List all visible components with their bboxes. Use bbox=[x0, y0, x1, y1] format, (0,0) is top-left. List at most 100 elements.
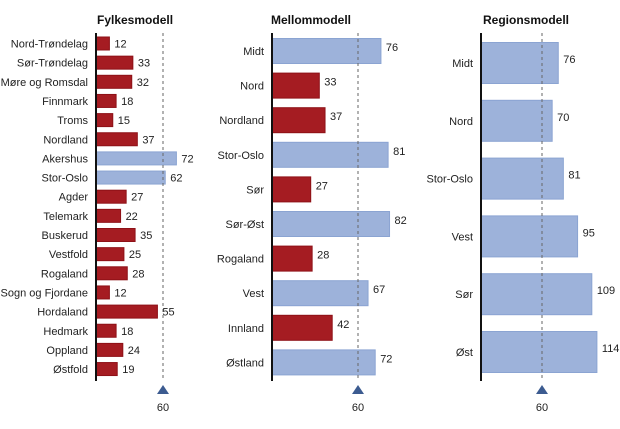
bar bbox=[480, 42, 559, 84]
bar bbox=[95, 247, 125, 262]
bar bbox=[95, 151, 177, 166]
bar bbox=[95, 208, 122, 223]
bar bbox=[95, 93, 117, 108]
value-label: 19 bbox=[122, 364, 134, 376]
bar bbox=[95, 342, 124, 357]
category-label: Vestfold bbox=[49, 249, 88, 261]
category-label: Troms bbox=[57, 115, 88, 127]
value-label: 24 bbox=[128, 345, 140, 357]
category-label: Sør bbox=[455, 289, 473, 301]
category-label: Nord bbox=[240, 81, 264, 93]
bar bbox=[95, 132, 138, 147]
value-label: 114 bbox=[602, 343, 620, 355]
bar bbox=[95, 304, 158, 319]
bar bbox=[480, 331, 598, 373]
bar bbox=[95, 36, 110, 51]
category-label: Nordland bbox=[43, 134, 88, 146]
reference-marker-triangle-icon bbox=[352, 385, 364, 394]
value-label: 18 bbox=[121, 96, 133, 108]
bar bbox=[271, 72, 320, 99]
category-label: Stor-Oslo bbox=[42, 173, 88, 185]
category-label: Midt bbox=[452, 58, 473, 70]
value-label: 81 bbox=[568, 170, 580, 182]
category-label: Øst bbox=[456, 347, 473, 359]
value-label: 109 bbox=[597, 285, 615, 297]
category-label: Oppland bbox=[46, 345, 88, 357]
category-label: Telemark bbox=[43, 211, 88, 223]
bar bbox=[271, 314, 333, 341]
category-label: Sogn og Fjordane bbox=[1, 287, 88, 299]
category-label: Østfold bbox=[53, 364, 88, 376]
category-label: Rogaland bbox=[217, 254, 264, 266]
value-label: 18 bbox=[121, 326, 133, 338]
category-label: Sør-Trøndelag bbox=[17, 58, 88, 70]
value-label: 28 bbox=[132, 268, 144, 280]
value-label: 62 bbox=[170, 173, 182, 185]
category-label: Finnmark bbox=[42, 96, 88, 108]
bar bbox=[480, 99, 553, 142]
category-label: Sør bbox=[246, 184, 264, 196]
bar bbox=[95, 266, 128, 281]
category-label: Nord bbox=[449, 116, 473, 128]
reference-label: 60 bbox=[352, 402, 364, 414]
category-label: Innland bbox=[228, 323, 264, 335]
category-label: Buskerud bbox=[42, 230, 88, 242]
bar bbox=[480, 157, 564, 200]
value-label: 22 bbox=[126, 211, 138, 223]
reference-marker-triangle-icon bbox=[536, 385, 548, 394]
value-label: 70 bbox=[557, 112, 569, 124]
value-label: 76 bbox=[563, 54, 575, 66]
bar bbox=[271, 141, 389, 168]
value-label: 27 bbox=[316, 180, 328, 192]
bar bbox=[480, 273, 593, 316]
category-label: Sør-Øst bbox=[226, 219, 265, 231]
bar bbox=[271, 38, 382, 64]
value-label: 37 bbox=[142, 134, 154, 146]
value-label: 35 bbox=[140, 230, 152, 242]
value-label: 72 bbox=[181, 153, 193, 165]
value-label: 42 bbox=[337, 319, 349, 331]
value-label: 95 bbox=[583, 227, 595, 239]
category-label: Stor-Oslo bbox=[218, 150, 264, 162]
bar bbox=[95, 323, 117, 338]
bar bbox=[95, 74, 133, 89]
value-label: 33 bbox=[324, 77, 336, 89]
value-label: 28 bbox=[317, 250, 329, 262]
bar bbox=[95, 55, 134, 70]
panel-title: Fylkesmodell bbox=[97, 13, 173, 27]
bar bbox=[95, 189, 127, 204]
category-label: Nordland bbox=[219, 115, 264, 127]
value-label: 12 bbox=[114, 39, 126, 51]
panel-fylkesmodell: Fylkesmodell Nord-Trøndelag 12 Sør-Trøndela… bbox=[1, 13, 194, 414]
value-label: 27 bbox=[131, 192, 143, 204]
reference-marker-triangle-icon bbox=[157, 385, 169, 394]
category-label: Rogaland bbox=[41, 268, 88, 280]
category-label: Hordaland bbox=[37, 307, 88, 319]
bar bbox=[271, 280, 369, 307]
bar bbox=[480, 215, 579, 258]
value-label: 15 bbox=[118, 115, 130, 127]
panel-regionsmodell: Regionsmodell Midt 76 Nord 70 Stor-Oslo 81 Vest… bbox=[427, 13, 620, 414]
value-label: 82 bbox=[395, 215, 407, 227]
bar bbox=[95, 228, 136, 242]
bar bbox=[271, 349, 376, 376]
reference-label: 60 bbox=[157, 402, 169, 414]
value-label: 12 bbox=[114, 287, 126, 299]
value-label: 55 bbox=[162, 307, 174, 319]
value-label: 67 bbox=[373, 284, 385, 296]
bar bbox=[95, 285, 110, 300]
value-label: 76 bbox=[386, 42, 398, 54]
bar bbox=[271, 176, 312, 203]
category-label: Vest bbox=[452, 231, 473, 243]
reference-label: 60 bbox=[536, 402, 548, 414]
value-label: 25 bbox=[129, 249, 141, 261]
bar bbox=[271, 211, 391, 237]
category-label: Hedmark bbox=[43, 326, 88, 338]
value-label: 37 bbox=[330, 111, 342, 123]
value-label: 32 bbox=[137, 77, 149, 89]
value-label: 33 bbox=[138, 58, 150, 70]
panel-title: Mellommodell bbox=[271, 13, 351, 27]
bar bbox=[95, 113, 114, 128]
bar bbox=[271, 245, 313, 272]
value-label: 72 bbox=[380, 353, 392, 365]
